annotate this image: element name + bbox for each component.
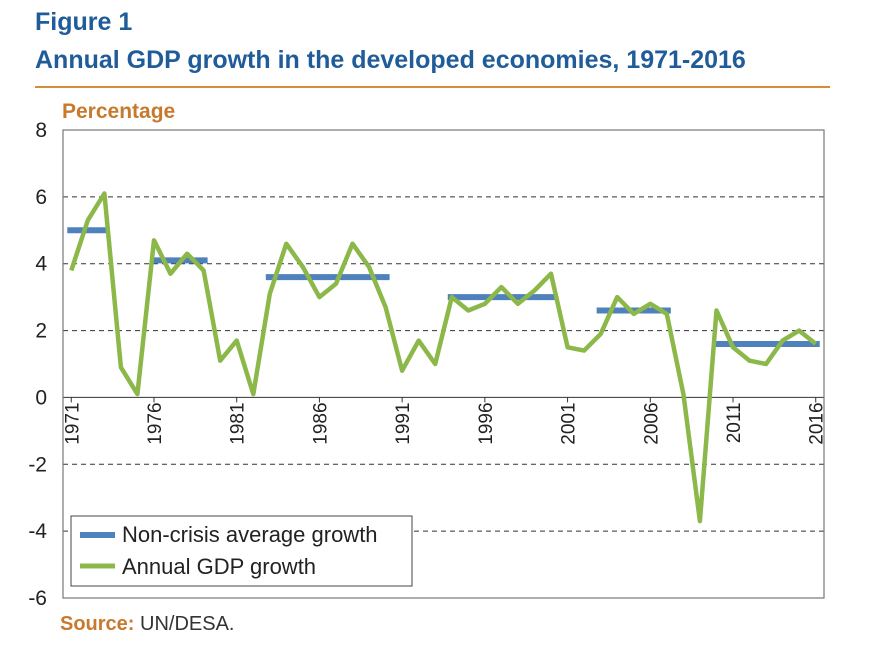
x-tick-label: 2011: [724, 402, 745, 443]
title-divider: [35, 86, 830, 88]
grid-lines: [63, 196, 824, 532]
y-tick-label: 8: [35, 119, 47, 142]
legend-box: [70, 515, 413, 587]
y-tick-label: 0: [35, 386, 47, 409]
y-axis-label: Percentage: [62, 100, 176, 123]
y-tick-label: 6: [35, 186, 47, 209]
chart-title: Annual GDP growth in the developed econo…: [35, 46, 746, 74]
x-tick-label: 1976: [145, 402, 166, 444]
gdp-growth-line: [69, 191, 818, 524]
x-tick-label: 2001: [559, 402, 580, 444]
y-tick-label: -4: [28, 520, 47, 543]
y-tick-label: 4: [35, 253, 47, 276]
x-tick-label: 1986: [310, 402, 331, 444]
x-tick-label: 1971: [62, 402, 83, 444]
source-text: UN/DESA.: [134, 613, 235, 635]
y-tick-label: -6: [28, 587, 47, 610]
chart-area: -6 -4 -2 0 2 4 6 8 1971 1976 1981 1986 1991 1996 2001…: [28, 119, 828, 610]
y-tick-label: 2: [35, 320, 47, 343]
legend-label-average: Non-crisis average growth: [122, 522, 378, 547]
figure-label: Figure 1: [35, 8, 133, 36]
x-tick-label: 1991: [393, 402, 414, 444]
legend-label-gdp: Annual GDP growth: [122, 554, 316, 579]
source-note: Source: UN/DESA.: [60, 613, 235, 636]
x-tick-label: 1996: [476, 402, 497, 444]
x-tick-label: 2006: [641, 402, 662, 444]
legend: Non-crisis average growth Annual GDP gro…: [70, 515, 413, 587]
gdp-series: [69, 191, 818, 524]
x-tick-labels: 1971 1976 1981 1986 1991 1996 2001 2006 2011 2016: [62, 397, 828, 445]
y-tick-label: -2: [28, 453, 47, 476]
plot-frame: [62, 129, 825, 599]
x-tick-label: 2016: [807, 402, 828, 444]
y-tick-labels: -6 -4 -2 0 2 4 6 8: [28, 119, 47, 610]
source-label: Source:: [60, 613, 135, 635]
x-tick-label: 1981: [228, 402, 249, 444]
